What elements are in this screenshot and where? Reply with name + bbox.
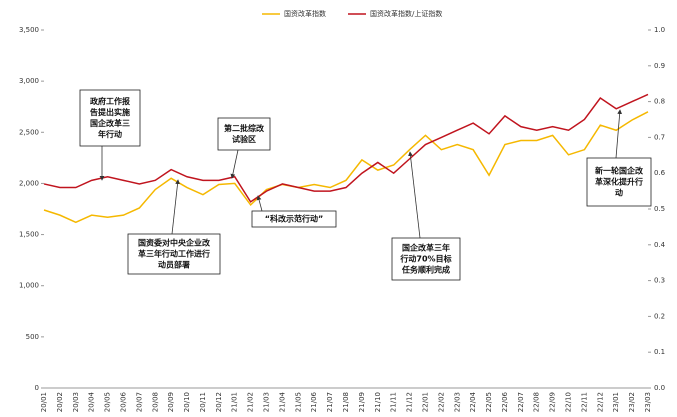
x-tick-label: 22/08 <box>533 392 541 412</box>
annotation-text: 政府工作报 <box>90 96 130 106</box>
x-tick-label: 20/06 <box>119 391 127 412</box>
annotation-text: 动员部署 <box>158 260 190 270</box>
x-tick-label: 22/12 <box>596 392 604 412</box>
x-tick-label: 22/01 <box>421 392 429 412</box>
annotation-arrow <box>615 109 623 159</box>
x-tick-label: 21/05 <box>294 392 302 412</box>
annotation-text: 任务顺利完成 <box>401 265 450 275</box>
x-tick-label: 21/06 <box>310 391 318 412</box>
x-tick-label: 22/05 <box>485 392 493 412</box>
annotation-text: 国企改革三年 <box>402 243 450 253</box>
annotation-box <box>391 237 461 281</box>
annotation-box <box>251 210 337 228</box>
x-tick-label: 21/07 <box>326 392 334 412</box>
legend-label: 国资改革指数/上证指数 <box>370 9 442 18</box>
annotation-box <box>586 157 652 207</box>
x-tick-label: 20/11 <box>199 392 207 412</box>
x-tick-label: 23/01 <box>612 392 620 412</box>
y2-tick-label: 0.3 <box>654 277 665 285</box>
annotation-text: 第二批综改 <box>224 123 265 133</box>
x-tick-label: 21/08 <box>342 392 350 412</box>
annotation-text: “科改示范行动” <box>265 214 324 224</box>
annotation-text: 动 <box>615 188 623 198</box>
legend-label: 国资改革指数 <box>284 9 326 18</box>
y2-tick-label: 0.2 <box>654 312 665 320</box>
y2-tick-label: 0.7 <box>654 133 665 141</box>
annotation-text: 行动70%目标 <box>399 254 451 264</box>
y2-tick-label: 0.5 <box>654 205 665 213</box>
y2-tick-label: 0.1 <box>654 348 665 356</box>
y2-tick-label: 1.0 <box>654 26 665 34</box>
annotation-box <box>127 233 221 275</box>
x-tick-label: 21/04 <box>278 391 286 412</box>
x-tick-label: 20/07 <box>135 392 143 412</box>
x-tick-label: 20/02 <box>56 392 64 412</box>
annotation-box <box>217 117 271 151</box>
x-tick-label: 22/11 <box>580 392 588 412</box>
y2-tick-label: 0.6 <box>654 169 666 177</box>
x-tick-label: 20/10 <box>183 392 191 412</box>
x-tick-label: 21/02 <box>247 392 255 412</box>
annotation-box <box>79 89 141 147</box>
x-tick-label: 20/12 <box>215 392 223 412</box>
annotation-arrow <box>230 149 239 179</box>
y-tick-label: 1,500 <box>19 231 39 239</box>
annotation-text: 国资委对中央企业改 <box>138 238 211 248</box>
x-tick-label: 22/07 <box>517 392 525 412</box>
x-tick-label: 22/02 <box>437 392 445 412</box>
y-tick-label: 2,500 <box>19 128 39 136</box>
annotation-text: 年行动 <box>98 129 122 139</box>
x-tick-label: 22/04 <box>469 391 477 412</box>
y2-tick-label: 0.4 <box>654 241 666 249</box>
y2-tick-label: 0.0 <box>654 384 665 392</box>
x-tick-label: 21/03 <box>263 392 271 412</box>
annotation-arrow <box>256 195 263 212</box>
annotation-text: 革深化提升行 <box>595 177 643 187</box>
annotation-text: 国企改革三 <box>90 118 130 128</box>
y-tick-label: 1,000 <box>19 282 39 290</box>
series-line <box>43 93 649 203</box>
y-tick-label: 0 <box>35 384 39 392</box>
annotation-text: 革三年行动工作进行 <box>138 249 210 259</box>
y-tick-label: 3,500 <box>19 26 39 34</box>
y-tick-label: 2,000 <box>19 179 39 187</box>
x-tick-label: 20/09 <box>167 392 175 412</box>
y2-tick-label: 0.8 <box>654 98 665 106</box>
x-tick-label: 20/05 <box>104 392 112 412</box>
x-tick-label: 21/12 <box>406 392 414 412</box>
y-tick-label: 3,000 <box>19 77 39 85</box>
x-tick-label: 21/11 <box>390 392 398 412</box>
x-tick-label: 23/02 <box>628 392 636 412</box>
annotation-text: 新一轮国企改 <box>595 166 644 176</box>
annotation-text: 告提出实施 <box>90 107 130 117</box>
series-line <box>43 111 649 224</box>
x-tick-label: 21/10 <box>374 392 382 412</box>
x-tick-label: 20/03 <box>72 392 80 412</box>
x-tick-label: 20/08 <box>151 392 159 412</box>
annotation-arrow <box>408 151 421 239</box>
x-tick-label: 20/04 <box>88 391 96 412</box>
x-tick-label: 22/03 <box>453 392 461 412</box>
x-tick-label: 20/01 <box>40 392 48 412</box>
y-tick-label: 500 <box>26 333 39 341</box>
annotation-text: 试验区 <box>232 134 256 144</box>
annotation-arrow <box>171 179 180 235</box>
x-tick-label: 22/06 <box>501 391 509 412</box>
x-tick-label: 21/09 <box>358 392 366 412</box>
x-tick-label: 21/01 <box>231 392 239 412</box>
x-tick-label: 22/10 <box>565 392 573 412</box>
y2-tick-label: 0.9 <box>654 62 665 70</box>
x-tick-label: 23/03 <box>644 392 652 412</box>
x-tick-label: 22/09 <box>549 392 557 412</box>
